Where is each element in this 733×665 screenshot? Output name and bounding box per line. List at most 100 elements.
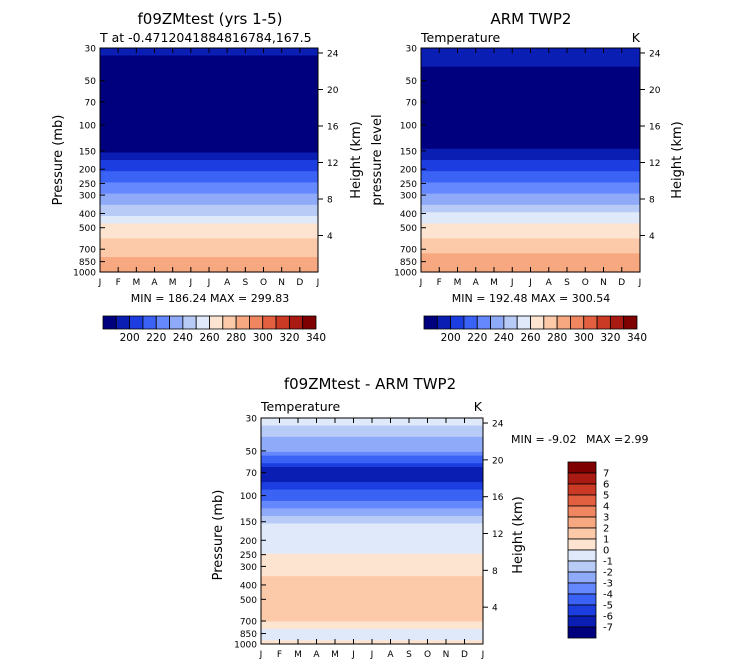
contour-band — [100, 234, 318, 239]
km-tick-label: 16 — [649, 122, 661, 132]
colorbar-label: 240 — [173, 332, 193, 344]
x-tick-label: J — [510, 278, 514, 288]
contour-band — [421, 55, 640, 60]
y-tick-label: 70 — [85, 99, 97, 109]
y-tick-label: 400 — [79, 210, 96, 220]
y-axis-label: pressure level — [370, 114, 385, 205]
panel-subtitle-left: T at -0.4712041884816784,167.5 — [99, 30, 312, 45]
x-tick-label: A — [313, 650, 320, 660]
stats-max-label: MAX = — [586, 433, 623, 446]
contour-band — [421, 96, 640, 101]
contour-band — [100, 163, 318, 169]
colorbar-swatch — [450, 315, 465, 330]
contour-band — [100, 182, 318, 187]
colorbar-swatch — [567, 505, 597, 518]
contour-band — [100, 242, 318, 247]
contour-band — [100, 130, 318, 135]
stats-max-value: 2.99 — [624, 433, 649, 446]
colorbar-swatch — [567, 571, 597, 584]
colorbar-swatch — [288, 315, 304, 330]
y-tick-label: 30 — [406, 45, 418, 55]
contour-band — [100, 77, 318, 83]
colorbar-swatch — [543, 315, 558, 330]
contour-band — [100, 59, 318, 64]
y-tick-label: 30 — [246, 415, 258, 425]
contour-band — [421, 85, 640, 90]
y-tick-label: 70 — [406, 99, 418, 109]
contour-band — [421, 160, 640, 165]
km-tick-label: 24 — [327, 49, 339, 59]
contour-band — [421, 141, 640, 146]
stats-text: MIN = 186.24 MAX = 299.83 — [131, 292, 289, 305]
contour-band — [421, 51, 640, 57]
contour-band — [421, 204, 640, 210]
contour-band — [261, 512, 483, 517]
contour-band — [421, 74, 640, 79]
colorbar-swatch — [567, 483, 597, 496]
contour-band — [100, 260, 318, 266]
km-tick-label: 20 — [649, 86, 661, 96]
contour-band — [261, 433, 483, 438]
contour-band — [421, 152, 640, 157]
colorbar-label: 220 — [467, 332, 487, 344]
x-tick-label: S — [564, 278, 570, 288]
colorbar-swatch — [195, 315, 210, 330]
contour-band — [421, 197, 640, 202]
contour-band — [421, 227, 640, 232]
contour-band — [100, 245, 318, 251]
x-tick-label: J — [481, 650, 485, 660]
colorbar-swatch — [463, 315, 478, 330]
x-tick-label: S — [242, 278, 248, 288]
colorbar-swatch — [155, 315, 170, 330]
contour-band — [261, 451, 483, 457]
contour-band — [100, 238, 318, 243]
colorbar-swatch — [476, 315, 491, 330]
colorbar-label: 260 — [199, 332, 219, 344]
colorbar-swatch — [142, 315, 157, 330]
contour-band — [421, 156, 640, 161]
contour-band — [261, 497, 483, 502]
colorbar-swatch — [609, 315, 625, 330]
colorbar-swatch — [556, 315, 571, 330]
x-tick-label: M — [454, 278, 462, 288]
colorbar-swatch — [436, 315, 452, 330]
x-tick-label: A — [473, 278, 480, 288]
km-tick-label: 8 — [649, 195, 655, 205]
y-axis-label: Pressure (mb) — [211, 490, 226, 581]
km-tick-label: 4 — [649, 232, 655, 242]
contour-band — [100, 55, 318, 60]
km-tick-label: 20 — [327, 86, 339, 96]
x-tick-label: O — [424, 650, 431, 660]
contour-band — [261, 500, 483, 506]
contour-band — [100, 70, 318, 75]
y-tick-label: 200 — [79, 166, 96, 176]
contour-band — [421, 174, 640, 180]
contour-band — [421, 62, 640, 68]
colorbar-label: 280 — [547, 332, 567, 344]
contour-band — [421, 171, 640, 176]
contour-band — [261, 489, 483, 494]
contour-band — [261, 546, 483, 551]
stats-text: MIN = 192.48 MAX = 300.54 — [452, 292, 610, 305]
colorbar: 200 220 240 260 280 300 320 340 — [423, 315, 647, 344]
contour-band — [421, 70, 640, 75]
contour-band — [421, 260, 640, 266]
x-tick-label: J — [189, 278, 193, 288]
contour-band — [261, 425, 483, 430]
colorbar-swatch — [249, 315, 264, 330]
contour-band — [100, 137, 318, 142]
colorbar-label: 260 — [520, 332, 540, 344]
contour-band — [261, 508, 483, 513]
y-tick-label: 150 — [400, 147, 417, 157]
colorbar-swatch — [567, 461, 597, 474]
y-tick-label: 30 — [85, 45, 97, 55]
contour-band — [421, 208, 640, 213]
contour-band — [421, 92, 640, 98]
km-tick-label: 24 — [492, 420, 504, 430]
contour-band — [261, 553, 483, 558]
colorbar-swatch — [583, 315, 598, 330]
contour-band — [261, 466, 483, 472]
contour-band — [261, 628, 483, 634]
y-tick-label: 500 — [400, 224, 417, 234]
y-axis-label: Pressure (mb) — [51, 115, 66, 206]
